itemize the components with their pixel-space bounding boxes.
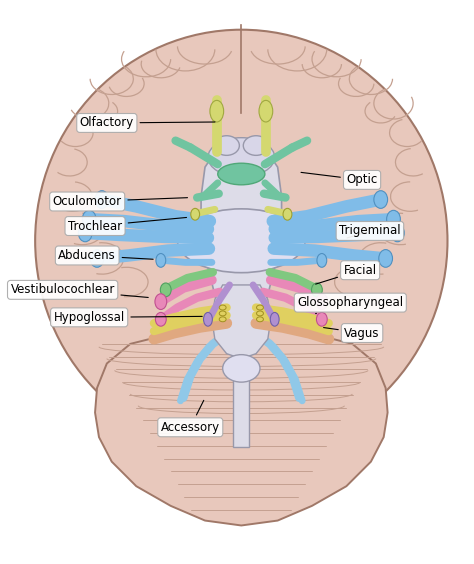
Text: Vestibulocochlear: Vestibulocochlear [10,283,148,297]
Ellipse shape [160,283,171,297]
Ellipse shape [259,100,273,122]
Ellipse shape [256,317,264,321]
Ellipse shape [387,210,401,228]
Ellipse shape [270,312,279,326]
Ellipse shape [316,294,328,310]
Ellipse shape [391,224,404,242]
Ellipse shape [256,305,264,310]
Text: Oculomotor: Oculomotor [53,195,188,208]
Ellipse shape [177,209,305,272]
Text: Trigeminal: Trigeminal [339,224,401,238]
Ellipse shape [379,250,392,267]
Ellipse shape [203,312,212,326]
Text: Glossopharyngeal: Glossopharyngeal [297,296,403,314]
Ellipse shape [156,254,166,267]
Ellipse shape [317,254,327,267]
Ellipse shape [223,355,260,382]
Ellipse shape [219,305,226,310]
Ellipse shape [256,311,264,316]
Ellipse shape [35,30,447,452]
Polygon shape [201,144,282,335]
Text: Abducens: Abducens [58,249,153,262]
Text: Trochlear: Trochlear [68,218,187,232]
Ellipse shape [214,136,239,155]
Ellipse shape [155,294,167,310]
Ellipse shape [218,163,265,185]
Ellipse shape [191,208,200,220]
Ellipse shape [219,311,226,316]
Ellipse shape [219,317,226,321]
Ellipse shape [311,283,322,297]
Ellipse shape [317,312,327,326]
Ellipse shape [155,312,166,326]
Ellipse shape [90,250,104,267]
Ellipse shape [374,191,388,208]
Ellipse shape [95,191,109,208]
Ellipse shape [82,210,96,228]
Text: Vagus: Vagus [324,327,380,340]
Bar [234,368,249,447]
Text: Facial: Facial [316,264,377,284]
Text: Accessory: Accessory [161,400,220,434]
Ellipse shape [210,100,224,122]
Polygon shape [95,327,388,526]
Polygon shape [212,285,271,359]
Ellipse shape [78,224,92,242]
Ellipse shape [243,136,269,155]
Text: Hypoglossal: Hypoglossal [54,311,202,324]
Text: Optic: Optic [301,173,378,186]
Text: Olfactory: Olfactory [80,116,215,130]
Ellipse shape [283,208,292,220]
Ellipse shape [208,138,275,177]
